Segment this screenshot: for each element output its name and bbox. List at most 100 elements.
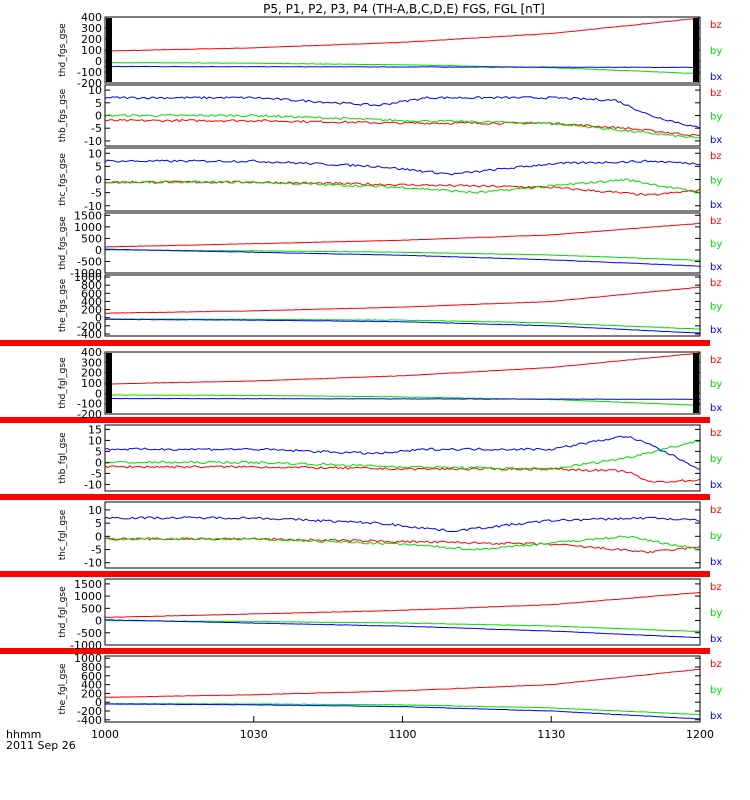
y-tick-label: 0 (95, 530, 102, 543)
series-bx (104, 619, 700, 638)
x-tick-label: 1000 (91, 728, 119, 741)
series-bz (104, 222, 701, 248)
y-tick-label: 0 (95, 55, 102, 68)
y-tick-label: -1000 (70, 639, 102, 652)
separator-bar-2 (0, 417, 710, 423)
data-gap-strip-right (693, 18, 699, 82)
y-tick-label: 0 (95, 110, 102, 123)
series-bz (104, 352, 701, 385)
series-bz (104, 118, 701, 137)
series-bz (104, 286, 701, 314)
legend-bz: bz (710, 151, 722, 162)
panel-frame (104, 424, 701, 492)
y-tick-label: -100 (77, 66, 102, 79)
legend-bz: bz (710, 216, 722, 227)
legend-by: by (710, 531, 722, 542)
data-gap-strip-left (106, 18, 112, 82)
data-gap-strip-left (106, 353, 112, 413)
y-axis-label: thc_fgl_gse (58, 509, 68, 560)
panel-frame (104, 578, 701, 646)
y-tick-label: -500 (77, 627, 102, 640)
y-tick-label: 200 (81, 367, 102, 380)
legend-bx: bx (710, 262, 722, 273)
y-tick-label: 100 (81, 377, 102, 390)
series-bz (104, 17, 701, 52)
y-tick-label: -500 (77, 255, 102, 268)
series-bx (105, 397, 700, 401)
y-tick-label: -200 (77, 320, 102, 333)
time-axis-date-label: 2011 Sep 26 (6, 739, 76, 752)
y-tick-label: 10 (88, 504, 102, 517)
x-tick-label: 1130 (537, 728, 565, 741)
y-tick-label: -100 (77, 398, 102, 411)
y-tick-label: -400 (77, 714, 102, 727)
y-tick-label: 1000 (74, 271, 102, 284)
y-tick-label: 800 (81, 661, 102, 674)
y-tick-label: -5 (91, 187, 102, 200)
y-tick-label: 400 (81, 11, 102, 24)
legend-bx: bx (710, 135, 722, 146)
series-bx (104, 159, 701, 176)
y-tick-label: 400 (81, 679, 102, 692)
y-tick-label: -400 (77, 328, 102, 341)
legend-bx: bx (710, 711, 722, 722)
legend-bx: bx (710, 480, 722, 491)
y-axis-label: thd_fgs_gse (58, 23, 68, 77)
legend-by: by (710, 112, 722, 123)
legend-bx: bx (710, 200, 722, 211)
series-bx (104, 703, 700, 720)
y-axis-label: the_fgs_gse (58, 278, 68, 332)
separator-bar-4 (0, 571, 710, 577)
panel-frame (104, 655, 701, 723)
y-tick-label: 5 (95, 517, 102, 530)
series-by (104, 619, 701, 632)
series-bz (104, 537, 701, 554)
y-tick-label: 0 (95, 387, 102, 400)
y-axis-label: thc_fgs_gse (58, 153, 68, 206)
y-tick-label: 0 (95, 456, 102, 469)
y-axis-label: thb_fgl_gse (58, 432, 68, 484)
y-tick-label: -5 (91, 122, 102, 135)
y-axis-label: the_fgl_gse (58, 663, 68, 715)
y-tick-label: -1000 (70, 267, 102, 280)
y-tick-label: -200 (77, 705, 102, 718)
y-tick-label: 200 (81, 687, 102, 700)
y-tick-label: 10 (88, 84, 102, 97)
series-bx (104, 248, 701, 267)
legend-bz: bz (710, 88, 722, 99)
x-tick-label: 1200 (686, 728, 714, 741)
y-tick-label: 1500 (74, 209, 102, 222)
y-tick-label: -10 (84, 557, 102, 570)
series-by (104, 318, 700, 330)
y-tick-label: 200 (81, 304, 102, 317)
series-by (105, 535, 701, 551)
legend-bx: bx (710, 557, 722, 568)
separator-bar-5 (0, 648, 710, 654)
x-tick-label: 1100 (389, 728, 417, 741)
series-bz (104, 180, 701, 197)
legend-by: by (710, 46, 722, 57)
panel-frame (104, 351, 701, 415)
chart-title: P5, P1, P2, P3, P4 (TH-A,B,C,D,E) FGS, F… (263, 2, 545, 16)
panel-frame (104, 147, 701, 212)
panel-frame (104, 16, 701, 84)
y-tick-label: 400 (81, 295, 102, 308)
y-tick-label: 1000 (74, 590, 102, 603)
series-by (104, 439, 701, 471)
y-tick-label: -200 (77, 77, 102, 90)
separator-bar-1 (0, 340, 710, 346)
y-tick-label: 10 (88, 434, 102, 447)
y-tick-label: 300 (81, 22, 102, 35)
y-tick-label: 500 (81, 232, 102, 245)
legend-bz: bz (710, 355, 722, 366)
y-tick-label: -5 (91, 544, 102, 557)
series-bz (104, 668, 701, 698)
legend-bx: bx (710, 634, 722, 645)
y-tick-label: 300 (81, 356, 102, 369)
y-tick-label: 800 (81, 279, 102, 292)
legend-by: by (710, 302, 722, 313)
